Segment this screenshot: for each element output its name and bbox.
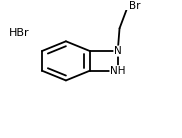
Text: N: N — [114, 46, 122, 56]
Text: Br: Br — [129, 1, 141, 11]
Text: HBr: HBr — [9, 28, 30, 38]
Text: NH: NH — [110, 66, 126, 76]
